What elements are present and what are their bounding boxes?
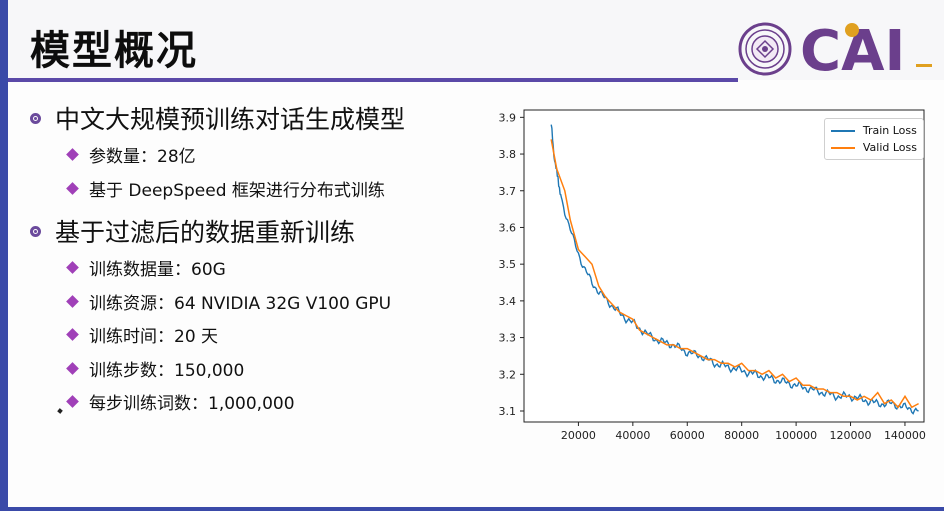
bullet-text: 中文大规模预训练对话生成模型 xyxy=(55,105,406,134)
sub-bullet-item: 训练数据量：60G xyxy=(30,251,480,285)
sub-bullet-text: 每步训练词数：1,000,000 xyxy=(89,394,295,415)
diamond-bullet-icon xyxy=(66,181,79,195)
x-tick-label: 60000 xyxy=(670,429,705,442)
legend-swatch xyxy=(830,146,855,149)
sub-bullet-item: 每步训练词数：1,000,000 xyxy=(30,385,480,419)
diamond-bullet-icon xyxy=(66,328,79,342)
sub-bullet-item: 基于 DeepSpeed 框架进行分布式训练 xyxy=(30,172,480,206)
y-tick-label: 3.5 xyxy=(499,258,517,271)
sub-bullet-text: 训练时间：20 天 xyxy=(89,327,219,348)
university-seal-logo xyxy=(738,22,792,76)
chart-legend: Train Loss Valid Loss xyxy=(823,118,924,160)
sub-bullet-item: 参数量：28亿 xyxy=(30,138,480,172)
bullet-item: 基于过滤后的数据重新训练 xyxy=(30,211,480,251)
bullet-ring-icon xyxy=(30,112,41,124)
sub-bullet-text: 基于 DeepSpeed 框架进行分布式训练 xyxy=(89,180,385,201)
legend-entry: Valid Loss xyxy=(830,139,917,156)
x-tick-label: 100000 xyxy=(775,429,817,442)
bullet-text: 基于过滤后的数据重新训练 xyxy=(55,218,356,247)
series-line-valid-loss xyxy=(550,139,919,409)
x-tick-label: 80000 xyxy=(724,429,759,442)
slide-title: 模型概况 xyxy=(30,28,198,74)
y-tick-label: 3.2 xyxy=(499,368,517,381)
y-tick-label: 3.7 xyxy=(499,185,517,198)
y-tick-label: 3.9 xyxy=(499,111,517,124)
legend-entry: Train Loss xyxy=(830,122,917,139)
y-tick-label: 3.4 xyxy=(499,295,517,308)
y-tick-label: 3.6 xyxy=(499,221,517,234)
loss-chart: 3.1 3.2 3.3 3.4 3.5 3.6 3.7 3.8 3.9 20000 40000 600… xyxy=(478,104,938,448)
x-tick-label: 120000 xyxy=(830,429,872,442)
x-tick-label: 20000 xyxy=(561,429,596,442)
series-line-train-loss xyxy=(550,124,919,415)
y-tick-label: 3.8 xyxy=(499,148,517,161)
x-tick-label: 40000 xyxy=(615,429,650,442)
diamond-bullet-icon xyxy=(66,361,79,375)
sub-bullet-item: 训练步数：150,000 xyxy=(30,352,480,386)
y-tick-label: 3.1 xyxy=(499,405,517,418)
legend-label: Train Loss xyxy=(862,124,917,137)
sub-bullet-item: 训练资源：64 NVIDIA 32G V100 GPU xyxy=(30,285,480,319)
legend-swatch xyxy=(830,129,855,132)
diamond-bullet-icon xyxy=(66,148,79,162)
left-accent-bar xyxy=(0,0,8,511)
plot-area xyxy=(523,109,925,423)
cai-logo: CAI xyxy=(800,19,932,80)
sub-bullet-text: 参数量：28亿 xyxy=(89,147,196,168)
sub-bullet-text: 训练数据量：60G xyxy=(89,260,226,281)
bullet-item: 中文大规模预训练对话生成模型 xyxy=(30,98,480,138)
diamond-bullet-icon xyxy=(66,395,79,409)
y-tick-label: 3.3 xyxy=(499,332,517,345)
sub-bullet-text: 训练步数：150,000 xyxy=(89,360,245,381)
diamond-bullet-icon xyxy=(66,294,79,308)
bullet-ring-icon xyxy=(30,225,41,237)
loss-chart-svg: 3.1 3.2 3.3 3.4 3.5 3.6 3.7 3.8 3.9 20000 40000 600… xyxy=(499,109,926,442)
diamond-bullet-icon xyxy=(66,261,79,275)
sub-bullet-item: 训练时间：20 天 xyxy=(30,318,480,352)
sub-bullet-text: 训练资源：64 NVIDIA 32G V100 GPU xyxy=(89,293,392,314)
bullet-list: 中文大规模预训练对话生成模型参数量：28亿基于 DeepSpeed 框架进行分布… xyxy=(30,98,480,419)
bottom-accent-bar xyxy=(0,507,944,511)
x-tick-label: 140000 xyxy=(884,429,926,442)
legend-label: Valid Loss xyxy=(862,141,917,154)
title-underline xyxy=(8,78,738,82)
